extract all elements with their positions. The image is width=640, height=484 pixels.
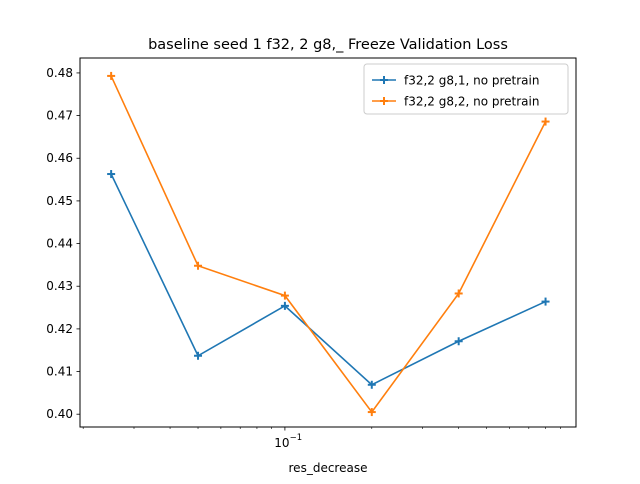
data-point (367, 408, 376, 417)
series-line (110, 173, 546, 386)
data-point (541, 297, 550, 306)
y-axis: 0.40 0.41 0.42 0.43 0.44 0.45 0.46 0.47 0.48 (46, 66, 80, 421)
data-point (454, 337, 463, 346)
legend-label: f32,2 g8,2, no pretrain (404, 95, 539, 109)
series-1 (107, 170, 550, 389)
y-tick-label: 0.40 (46, 407, 73, 421)
y-tick-label: 0.43 (46, 279, 73, 293)
legend-box (363, 63, 569, 115)
legend-marker (380, 76, 388, 84)
chart-title: baseline seed 1 f32, 2 g8,_ Freeze Valid… (148, 37, 508, 53)
x-axis-label: res_decrease (289, 461, 368, 475)
data-point (194, 351, 203, 360)
y-tick-label: 0.42 (46, 322, 73, 336)
legend-item-1: f32,2 g8,1, no pretrain (372, 74, 539, 88)
y-tick-label: 0.44 (46, 237, 73, 251)
y-tick-label: 0.41 (46, 365, 73, 379)
data-point (280, 291, 289, 300)
data-point (194, 261, 203, 270)
x-tick-exponent: −1 (290, 433, 303, 443)
data-point (367, 380, 376, 389)
data-point (541, 117, 550, 126)
legend: f32,2 g8,1, no pretrain f32,2 g8,2, no pr… (363, 63, 569, 115)
y-tick-label: 0.48 (46, 66, 73, 80)
y-tick-label: 0.46 (46, 151, 73, 165)
y-tick-label: 0.45 (46, 194, 73, 208)
series-line (110, 75, 547, 414)
data-point (280, 301, 289, 310)
x-tick-label: 10 (274, 436, 289, 450)
legend-label: f32,2 g8,1, no pretrain (404, 74, 539, 88)
series-2 (107, 71, 550, 417)
series-layer (107, 71, 550, 417)
data-point (454, 289, 463, 298)
plot-frame (79, 57, 577, 428)
data-point (107, 71, 116, 80)
legend-item-2: f32,2 g8,2, no pretrain (372, 95, 539, 109)
x-axis: 10 −1 (82, 427, 561, 450)
y-tick-label: 0.47 (46, 109, 73, 123)
data-point (107, 170, 116, 179)
legend-marker (380, 97, 388, 105)
